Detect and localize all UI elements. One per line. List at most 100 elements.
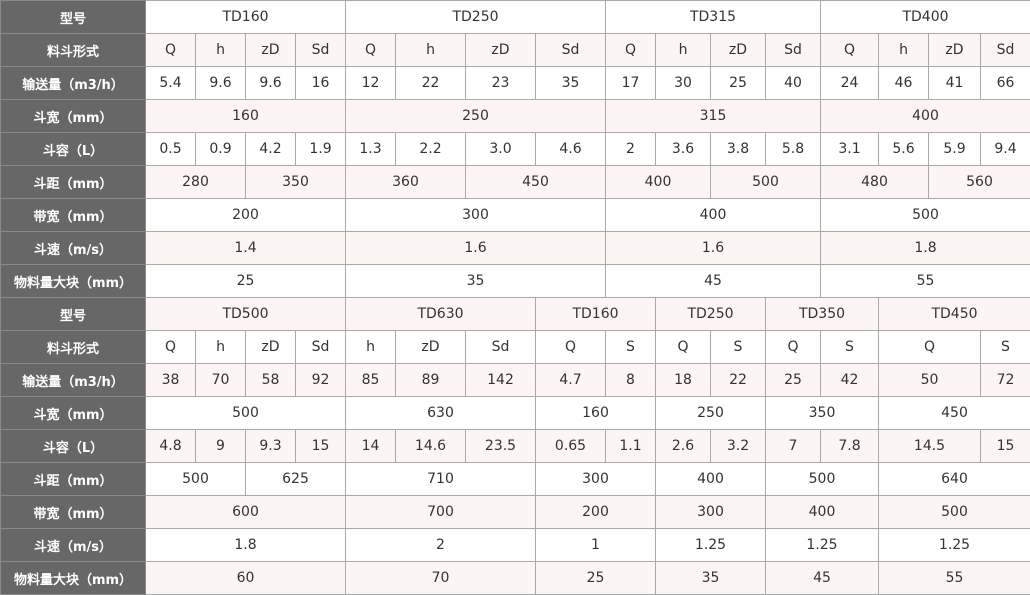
table-cell: 25 [766, 364, 821, 397]
table-cell: 1.4 [146, 232, 346, 265]
table-cell: zD [246, 34, 296, 67]
table-cell: 160 [146, 100, 346, 133]
table-cell: 41 [929, 67, 981, 100]
table-cell: S [981, 331, 1030, 364]
table-cell: 5.9 [929, 133, 981, 166]
table-cell: Sd [766, 34, 821, 67]
model-cell: TD500 [146, 298, 346, 331]
table-cell: 250 [656, 397, 766, 430]
table-cell: 66 [981, 67, 1030, 100]
table-cell: 300 [536, 463, 656, 496]
table-cell: 25 [146, 265, 346, 298]
table-cell: 480 [821, 166, 929, 199]
table-cell: 0.9 [196, 133, 246, 166]
table-cell: 25 [711, 67, 766, 100]
model-cell: TD250 [656, 298, 766, 331]
model-cell: TD350 [766, 298, 879, 331]
table-cell: 50 [879, 364, 981, 397]
table-cell: 280 [146, 166, 246, 199]
table-cell: 3.8 [711, 133, 766, 166]
row-header: 斗速（m/s） [1, 529, 146, 562]
table-cell: 22 [711, 364, 766, 397]
table-cell: 9 [196, 430, 246, 463]
table-cell: 4.6 [536, 133, 606, 166]
table-cell: 55 [821, 265, 1030, 298]
table-cell: 1 [536, 529, 656, 562]
table-cell: Q [879, 331, 981, 364]
table-cell: 3.6 [656, 133, 711, 166]
table-cell: 625 [246, 463, 346, 496]
model-cell: TD160 [536, 298, 656, 331]
table-cell: 92 [296, 364, 346, 397]
table-cell: Sd [296, 34, 346, 67]
table-cell: 9.4 [981, 133, 1030, 166]
table-cell: 3.2 [711, 430, 766, 463]
table-cell: 70 [196, 364, 246, 397]
table-cell: 1.25 [656, 529, 766, 562]
model-cell: TD450 [879, 298, 1030, 331]
row-header: 斗容（L） [1, 133, 146, 166]
row-header: 输送量（m3/h） [1, 67, 146, 100]
table-cell: 46 [879, 67, 929, 100]
table-cell: 16 [296, 67, 346, 100]
table-cell: 9.6 [196, 67, 246, 100]
table-cell: Q [766, 331, 821, 364]
table-cell: 35 [656, 562, 766, 595]
model-cell: TD160 [146, 1, 346, 34]
table-cell: zD [466, 34, 536, 67]
table-cell: 7.8 [821, 430, 879, 463]
table-cell: 8 [606, 364, 656, 397]
table-cell: 0.65 [536, 430, 606, 463]
table-cell: 23 [466, 67, 536, 100]
table-cell: h [196, 34, 246, 67]
table-cell: h [396, 34, 466, 67]
row-header: 斗容（L） [1, 430, 146, 463]
table-cell: 12 [346, 67, 396, 100]
table-cell: 14 [346, 430, 396, 463]
table-cell: 4.7 [536, 364, 606, 397]
table-cell: 600 [146, 496, 346, 529]
row-header: 斗宽（mm） [1, 397, 146, 430]
table-cell: 1.25 [766, 529, 879, 562]
row-header: 输送量（m3/h） [1, 364, 146, 397]
table-cell: 0.5 [146, 133, 196, 166]
table-cell: 2 [346, 529, 536, 562]
table-cell: 400 [821, 100, 1030, 133]
table-cell: 58 [246, 364, 296, 397]
table-cell: zD [929, 34, 981, 67]
table-cell: 55 [879, 562, 1030, 595]
table-cell: 500 [146, 397, 346, 430]
table-cell: 2 [606, 133, 656, 166]
row-header: 带宽（mm） [1, 496, 146, 529]
table-cell: 2.6 [656, 430, 711, 463]
row-header: 斗距（mm） [1, 166, 146, 199]
table-cell: zD [396, 331, 466, 364]
table-cell: 400 [656, 463, 766, 496]
table-cell: 7 [766, 430, 821, 463]
row-header: 料斗形式 [1, 34, 146, 67]
table-cell: 450 [466, 166, 606, 199]
table-cell: 1.6 [346, 232, 606, 265]
table-cell: 710 [346, 463, 536, 496]
table-cell: 38 [146, 364, 196, 397]
table-cell: 1.1 [606, 430, 656, 463]
table-cell: 350 [246, 166, 346, 199]
table-cell: Q [346, 34, 396, 67]
table-cell: 14.6 [396, 430, 466, 463]
table-cell: 5.8 [766, 133, 821, 166]
table-cell: Q [146, 34, 196, 67]
